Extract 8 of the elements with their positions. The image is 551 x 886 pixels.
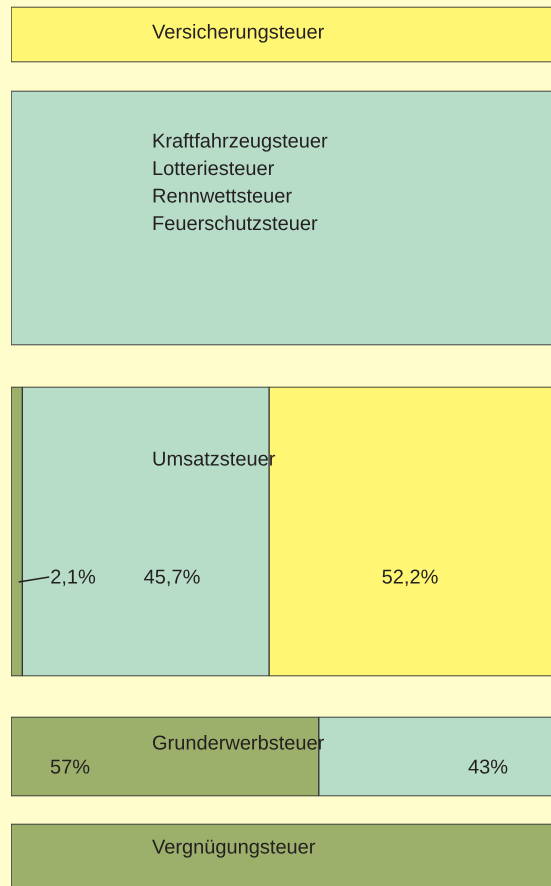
- data-label: 2,1%: [50, 566, 96, 589]
- data-label: 43%: [468, 756, 508, 779]
- y-tick-label: Vergnügungsteuer: [152, 836, 316, 859]
- data-label: 52,2%: [382, 566, 439, 589]
- data-label: 45,7%: [144, 566, 201, 589]
- y-tick-label: Versicherungsteuer: [152, 22, 325, 44]
- y-tick-label: Kraftfahrzeugsteuer Lotteriesteuer Rennwettsteuer Feuerschutzsteuer: [152, 130, 328, 236]
- data-label: 57%: [50, 756, 90, 779]
